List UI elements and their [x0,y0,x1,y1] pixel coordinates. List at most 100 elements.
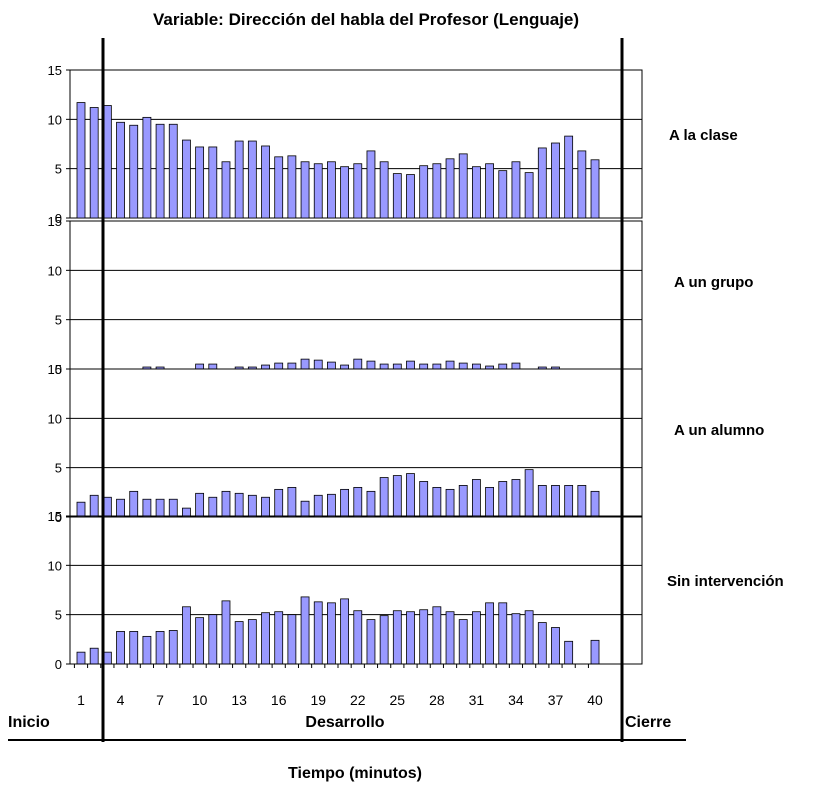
bar [168,498,178,518]
bar [406,611,415,665]
y-tick-label: 15 [48,509,62,524]
bar [537,147,547,219]
bar [208,496,218,518]
x-tick-label: 22 [350,692,366,708]
bar [274,611,284,665]
bar [406,473,415,518]
bar [392,475,402,518]
series-label: A un grupo [674,274,753,291]
bar [102,651,112,665]
y-tick-label: 0 [55,510,62,525]
bar [142,116,152,219]
bar [471,479,481,518]
bar [590,639,600,665]
bar [234,140,244,219]
bar [524,172,534,219]
bar [142,635,152,665]
bar [155,631,165,665]
bar [195,363,205,370]
bar [221,600,231,665]
x-tick-label: 4 [117,692,125,708]
x-axis: 1 4 7 10 13 16 19 22 25 28 31 34 37 40 [70,663,642,708]
bar [300,500,310,518]
panel-4: 15 10 5 0 Sin intervención [48,509,784,672]
bar [445,611,455,665]
x-tick-label: 28 [429,692,445,708]
bar [564,135,574,219]
bar [274,156,284,219]
bar [511,362,521,370]
bar [247,494,257,518]
bar [419,609,429,665]
bar [287,486,297,518]
y-tick-label: 15 [48,362,62,377]
bar [129,124,139,219]
y-tick-label: 10 [48,558,62,573]
y-tick-label: 10 [48,112,62,127]
bar [445,488,455,518]
bar [498,170,508,219]
bar [76,501,86,518]
bar [511,613,521,665]
bar [287,362,297,370]
x-tick-label: 10 [192,692,208,708]
bar [485,602,494,665]
panel-2: 15 10 5 0 A un grupo [48,214,754,377]
bar [116,121,125,219]
bar [221,490,231,518]
x-tick-label: 25 [390,692,406,708]
bar [234,621,244,665]
y-tick-label: 0 [55,211,62,226]
bar [366,619,376,665]
bar [208,146,218,219]
bar [234,492,244,518]
bar [313,163,323,219]
bar [379,615,389,665]
series-label: A la clase [669,127,738,144]
bar [340,598,350,665]
y-tick-label: 15 [48,63,62,78]
bar [432,606,442,665]
bar [182,606,191,665]
panels: 15 10 5 0 A la clase 15 10 5 0 A un grupo 15 10 5 0 A … [48,63,784,672]
bar [182,139,191,219]
bar [247,140,257,219]
bar [195,146,205,219]
bar [551,485,560,518]
bar [261,612,270,665]
bar [340,364,350,370]
bar [195,617,205,665]
bar [327,361,336,370]
chart-title: Variable: Dirección del habla del Profes… [153,10,579,29]
bar [168,630,178,665]
x-tick-label: 34 [508,692,524,708]
bar [498,602,508,665]
bar [353,358,363,370]
y-tick-label: 5 [55,313,62,328]
bar [419,165,429,219]
bar [102,105,112,219]
bar [471,166,481,219]
bar [564,640,574,665]
bar [313,359,323,370]
bar [182,507,191,518]
y-tick-label: 5 [55,461,62,476]
x-tick-label: 7 [156,692,164,708]
bar [327,493,336,518]
bar [419,481,429,518]
y-tick-label: 0 [55,657,62,672]
bar [340,166,350,219]
bar [379,161,389,219]
bar [353,163,363,219]
bar [458,362,468,370]
bar [300,596,310,665]
bar [221,161,231,219]
bar [327,161,336,219]
x-axis-title: Tiempo (minutos) [288,765,422,782]
bar [195,492,205,518]
bar [313,601,323,665]
bar [129,490,139,518]
y-tick-label: 10 [48,411,62,426]
x-tick-label: 31 [469,692,485,708]
